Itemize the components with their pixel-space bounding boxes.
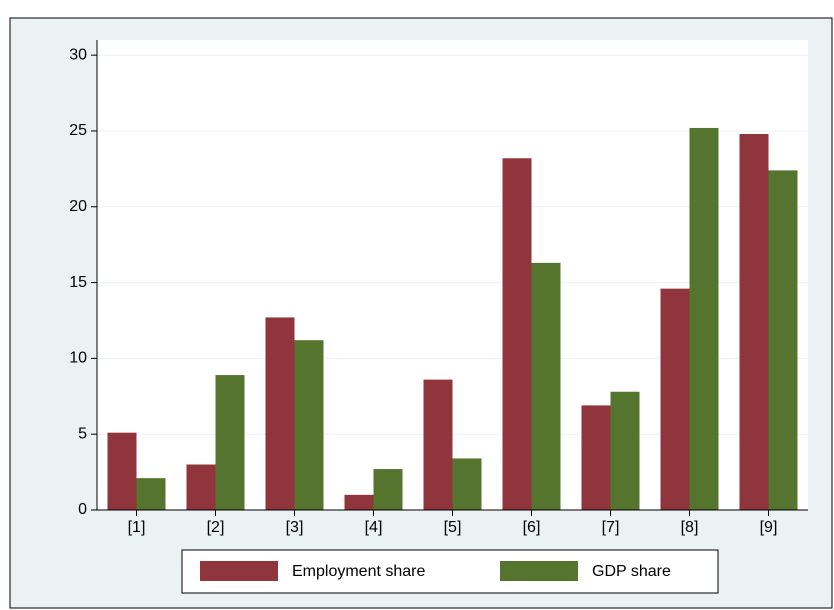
- bar: [581, 405, 611, 510]
- bar: [423, 379, 453, 510]
- bar: [610, 391, 640, 510]
- bar: [373, 469, 403, 510]
- bar: [739, 134, 769, 510]
- x-tick-label: [1]: [128, 519, 146, 536]
- bar: [136, 478, 166, 510]
- y-tick-label: 0: [78, 501, 87, 518]
- legend-swatch: [500, 561, 578, 581]
- x-tick-label: [8]: [681, 519, 699, 536]
- legend-label: GDP share: [592, 563, 671, 580]
- bar: [531, 262, 561, 510]
- bar: [294, 340, 324, 510]
- y-tick-label: 30: [69, 46, 87, 63]
- x-tick-label: [4]: [365, 519, 383, 536]
- x-tick-label: [9]: [760, 519, 778, 536]
- y-tick-label: 10: [69, 350, 87, 367]
- bar: [265, 317, 295, 510]
- y-tick-label: 5: [78, 425, 87, 442]
- x-tick-label: [5]: [444, 519, 462, 536]
- y-tick-label: 15: [69, 274, 87, 291]
- x-tick-label: [2]: [207, 519, 225, 536]
- bar: [689, 127, 719, 510]
- bar: [186, 464, 216, 510]
- x-tick-label: [3]: [286, 519, 304, 536]
- bar: [215, 375, 245, 510]
- bar: [344, 494, 374, 510]
- bar: [502, 158, 532, 511]
- y-tick-label: 25: [69, 122, 87, 139]
- x-tick-label: [6]: [523, 519, 541, 536]
- bar: [107, 432, 137, 510]
- bar: [768, 170, 798, 511]
- bar: [452, 458, 482, 510]
- y-tick-label: 20: [69, 198, 87, 215]
- legend-swatch: [200, 561, 278, 581]
- bar: [660, 288, 690, 510]
- x-tick-label: [7]: [602, 519, 620, 536]
- legend-label: Employment share: [292, 563, 425, 580]
